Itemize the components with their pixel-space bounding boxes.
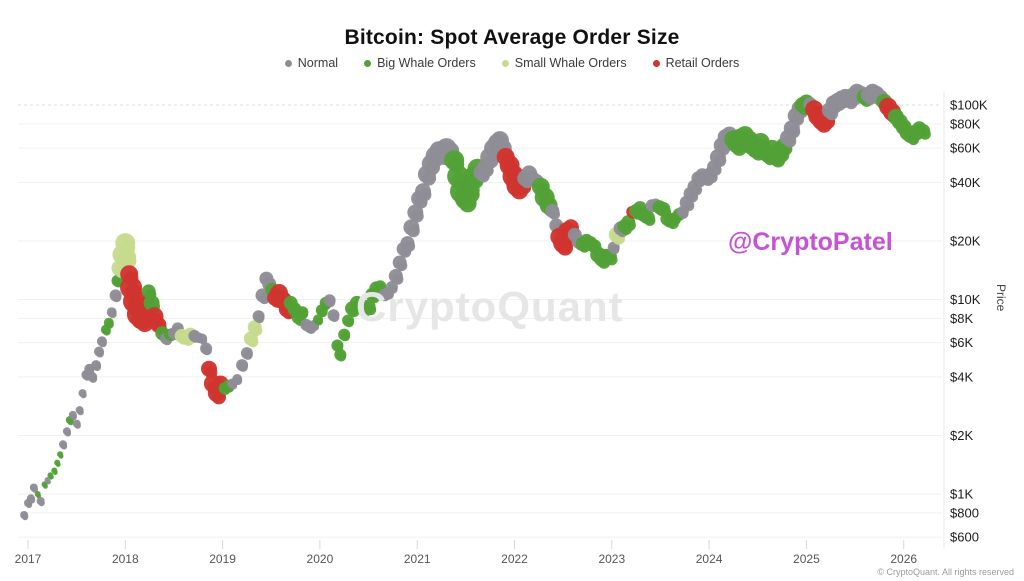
legend-item-retail[interactable]: Retail Orders <box>652 56 740 70</box>
svg-text:$4K: $4K <box>950 369 973 384</box>
svg-text:2025: 2025 <box>793 552 820 566</box>
chart-legend: Normal Big Whale Orders Small Whale Orde… <box>0 56 1024 70</box>
svg-text:2017: 2017 <box>15 552 42 566</box>
svg-text:2022: 2022 <box>501 552 528 566</box>
svg-text:2020: 2020 <box>307 552 334 566</box>
svg-text:2024: 2024 <box>696 552 723 566</box>
svg-text:$600: $600 <box>950 530 979 545</box>
retail-dot-icon <box>652 59 660 67</box>
cryptopatel-handle: @CryptoPatel <box>728 228 893 256</box>
svg-text:$20K: $20K <box>950 233 981 248</box>
svg-text:$1K: $1K <box>950 487 973 502</box>
y-axis-title: Price <box>994 284 1008 312</box>
svg-text:2023: 2023 <box>598 552 625 566</box>
svg-text:$80K: $80K <box>950 116 981 131</box>
svg-text:$6K: $6K <box>950 335 973 350</box>
legend-item-big-whale[interactable]: Big Whale Orders <box>364 56 476 70</box>
copyright-note: © CryptoQuant. All rights reserved <box>877 567 1014 577</box>
chart-title: Bitcoin: Spot Average Order Size <box>344 26 680 49</box>
small-whale-dot-icon <box>501 59 509 67</box>
legend-label: Normal <box>297 56 339 70</box>
cryptoquant-watermark: CryptoQuant <box>356 283 624 330</box>
legend-label: Retail Orders <box>665 56 740 70</box>
svg-text:$40K: $40K <box>950 175 981 190</box>
svg-text:2021: 2021 <box>404 552 431 566</box>
svg-text:$2K: $2K <box>950 428 973 443</box>
legend-item-normal[interactable]: Normal <box>284 56 339 70</box>
svg-text:$10K: $10K <box>950 292 981 307</box>
svg-text:$800: $800 <box>950 505 979 520</box>
svg-text:$60K: $60K <box>950 141 981 156</box>
legend-item-small-whale[interactable]: Small Whale Orders <box>501 56 627 70</box>
normal-dot-icon <box>284 59 292 67</box>
legend-label: Big Whale Orders <box>377 56 476 70</box>
svg-text:2026: 2026 <box>890 552 917 566</box>
svg-text:$100K: $100K <box>950 98 988 113</box>
svg-text:2019: 2019 <box>209 552 236 566</box>
svg-text:$8K: $8K <box>950 311 973 326</box>
big-whale-dot-icon <box>364 59 372 67</box>
legend-label: Small Whale Orders <box>514 56 627 70</box>
svg-text:2018: 2018 <box>112 552 139 566</box>
